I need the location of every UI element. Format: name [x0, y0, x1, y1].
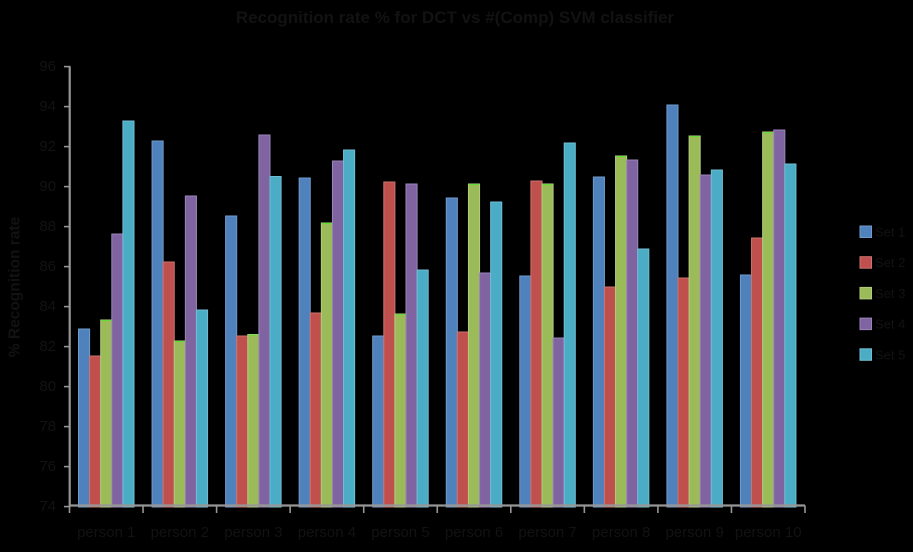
- svg-text:Set 5: Set 5: [875, 347, 905, 362]
- svg-text:person 4: person 4: [298, 524, 356, 541]
- svg-text:person 7: person 7: [518, 524, 576, 541]
- svg-text:Set 3: Set 3: [875, 286, 905, 301]
- svg-text:82: 82: [39, 338, 56, 355]
- svg-text:person 10: person 10: [735, 524, 802, 541]
- svg-text:76: 76: [39, 458, 56, 475]
- svg-text:84: 84: [39, 298, 56, 315]
- svg-text:Recognition rate % for DCT vs: Recognition rate % for DCT vs #(Comp) SV…: [236, 8, 675, 27]
- svg-text:88: 88: [39, 218, 56, 235]
- svg-text:person 9: person 9: [665, 524, 723, 541]
- svg-text:96: 96: [39, 58, 56, 75]
- svg-text:Set 4: Set 4: [875, 317, 905, 332]
- svg-text:80: 80: [39, 378, 56, 395]
- svg-text:94: 94: [39, 98, 56, 115]
- svg-text:% Recognition rate: % Recognition rate: [7, 216, 24, 357]
- svg-text:Set 2: Set 2: [875, 255, 905, 270]
- svg-text:86: 86: [39, 258, 56, 275]
- svg-text:90: 90: [39, 178, 56, 195]
- svg-text:person 1: person 1: [77, 524, 135, 541]
- svg-text:78: 78: [39, 418, 56, 435]
- svg-text:person 3: person 3: [224, 524, 282, 541]
- svg-text:Set 1: Set 1: [875, 225, 905, 240]
- svg-text:person 6: person 6: [445, 524, 503, 541]
- svg-text:person 8: person 8: [592, 524, 650, 541]
- svg-text:92: 92: [39, 138, 56, 155]
- svg-text:person 2: person 2: [151, 524, 209, 541]
- svg-text:74: 74: [39, 498, 56, 515]
- svg-text:person 5: person 5: [371, 524, 429, 541]
